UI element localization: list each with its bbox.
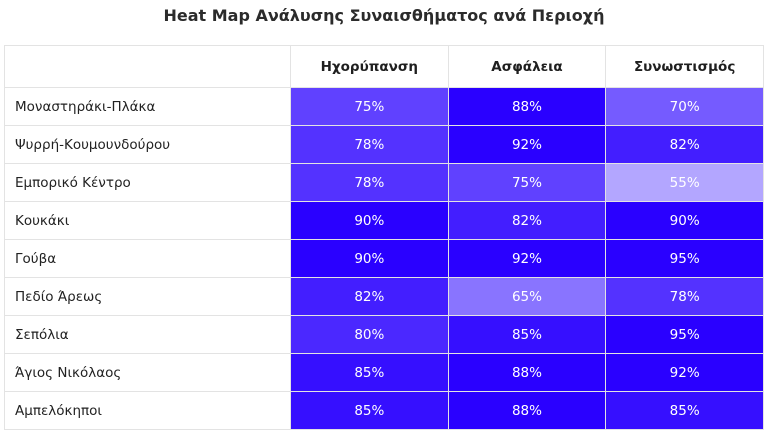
heat-cell-safety: 82% <box>447 201 607 240</box>
heat-cell-noise: 75% <box>290 87 449 126</box>
row-label: Αμπελόκηποι <box>4 391 291 430</box>
table-row: Πεδίο Άρεως 82% 65% 78% <box>4 277 764 316</box>
table-row: Εμπορικό Κέντρο 78% 75% 55% <box>4 163 764 202</box>
row-label: Γούβα <box>4 239 291 278</box>
heat-cell-safety: 92% <box>447 125 607 164</box>
table-row: Αμπελόκηποι 85% 88% 85% <box>4 391 764 430</box>
heat-cell-noise: 85% <box>290 391 449 430</box>
table-row: Σεπόλια 80% 85% 95% <box>4 315 764 354</box>
heat-cell-crowding: 92% <box>605 353 764 392</box>
row-label: Μοναστηράκι-Πλάκα <box>4 87 291 126</box>
corner-cell <box>4 45 291 88</box>
heat-cell-crowding: 55% <box>605 163 764 202</box>
chart-title: Heat Map Ανάλυσης Συναισθήματος ανά Περι… <box>163 6 605 25</box>
row-label: Κουκάκι <box>4 201 291 240</box>
heat-cell-noise: 85% <box>290 353 449 392</box>
row-label: Άγιος Νικόλαος <box>4 353 291 392</box>
heat-cell-noise: 90% <box>290 201 449 240</box>
heat-cell-safety: 75% <box>447 163 607 202</box>
heat-cell-crowding: 70% <box>605 87 764 126</box>
column-header-crowding: Συνωστισμός <box>605 45 764 88</box>
table-row: Μοναστηράκι-Πλάκα 75% 88% 70% <box>4 87 764 126</box>
row-label: Σεπόλια <box>4 315 291 354</box>
heat-cell-safety: 65% <box>447 277 607 316</box>
heat-cell-noise: 82% <box>290 277 449 316</box>
heat-cell-safety: 92% <box>447 239 607 278</box>
heat-cell-crowding: 90% <box>605 201 764 240</box>
heatmap-body: Μοναστηράκι-Πλάκα 75% 88% 70% Ψυρρή-Κουμουνδ… <box>4 87 764 430</box>
heat-cell-safety: 88% <box>447 353 607 392</box>
heat-cell-noise: 78% <box>290 163 449 202</box>
table-row: Άγιος Νικόλαος 85% 88% 92% <box>4 353 764 392</box>
row-label: Πεδίο Άρεως <box>4 277 291 316</box>
heat-cell-noise: 78% <box>290 125 449 164</box>
heat-cell-crowding: 78% <box>605 277 764 316</box>
heat-cell-crowding: 95% <box>605 239 764 278</box>
row-label: Ψυρρή-Κουμουνδούρου <box>4 125 291 164</box>
heatmap-table: Ηχορύπανση Ασφάλεια Συνωστισμός Μοναστηρ… <box>4 45 764 430</box>
heat-cell-safety: 85% <box>447 315 607 354</box>
heat-cell-noise: 80% <box>290 315 449 354</box>
table-row: Ψυρρή-Κουμουνδούρου 78% 92% 82% <box>4 125 764 164</box>
header-row: Ηχορύπανση Ασφάλεια Συνωστισμός <box>4 45 764 88</box>
table-row: Γούβα 90% 92% 95% <box>4 239 764 278</box>
row-label: Εμπορικό Κέντρο <box>4 163 291 202</box>
heat-cell-crowding: 82% <box>605 125 764 164</box>
column-header-noise: Ηχορύπανση <box>290 45 449 88</box>
heat-cell-crowding: 95% <box>605 315 764 354</box>
heat-cell-safety: 88% <box>447 391 607 430</box>
column-header-safety: Ασφάλεια <box>447 45 607 88</box>
heat-cell-safety: 88% <box>447 87 607 126</box>
heat-cell-crowding: 85% <box>605 391 764 430</box>
table-row: Κουκάκι 90% 82% 90% <box>4 201 764 240</box>
heat-cell-noise: 90% <box>290 239 449 278</box>
